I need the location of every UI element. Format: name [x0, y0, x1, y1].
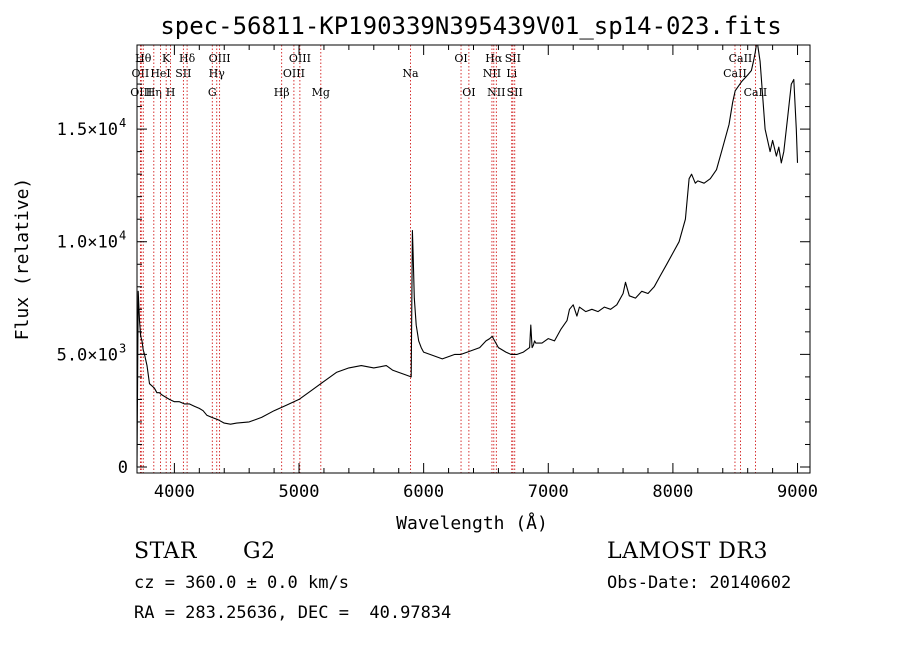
x-tick-label-1: 5000 — [279, 482, 320, 502]
line-label-6: H — [166, 86, 176, 99]
line-label-19: NII — [483, 67, 501, 80]
y-tick-label-1: 5.0×10 — [57, 345, 118, 365]
spectral-line-markers: OII OIII Hθ Hη HeI K H SII Hδ G Hγ OIII Hβ OIII OIII Mg… — [130, 45, 767, 473]
line-label-15: Mg — [312, 86, 330, 99]
x-tick-label-0: 4000 — [154, 482, 195, 502]
line-label-24: SII — [507, 86, 523, 99]
line-label-4: HeI — [150, 67, 170, 80]
line-label-2: Hθ — [135, 52, 152, 65]
line-label-16: Na — [402, 67, 419, 80]
line-label-10: Hγ — [209, 67, 226, 80]
line-label-1: OIII — [130, 86, 152, 99]
x-tick-label-4: 8000 — [652, 482, 693, 502]
survey-label: LAMOST DR3 — [607, 539, 768, 564]
line-label-20: Hα — [485, 52, 503, 65]
line-label-13: OIII — [283, 67, 305, 80]
chart-title: spec-56811-KP190339N395439V01_sp14-023.f… — [160, 12, 781, 40]
y-tick-label-2: 1.0×10 — [57, 233, 118, 253]
line-label-21: NII — [487, 86, 505, 99]
series-line-0 — [136, 44, 799, 468]
line-label-5: K — [162, 52, 171, 65]
object-subclass: G2 — [243, 539, 276, 564]
y-axis-label: Flux (relative) — [12, 178, 33, 341]
x-axis-ticks: 4000 5000 6000 7000 8000 9000 — [154, 45, 818, 502]
y-tick-exponent-1: 3 — [119, 341, 126, 355]
line-label-18: OI — [462, 86, 475, 99]
line-label-17: OI — [454, 52, 467, 65]
line-label-27: CaII — [744, 86, 768, 99]
y-tick-label-0: 0 — [118, 458, 128, 478]
y-tick-exponent-2: 4 — [119, 229, 126, 243]
coordinates-readout: RA = 283.25636, DEC = 40.97834 — [134, 603, 452, 623]
line-label-26: CaII — [729, 52, 753, 65]
line-label-25: CaII — [723, 67, 747, 80]
y-axis-ticks: 05.0×10 31.0×10 41.5×10 4 — [57, 61, 810, 478]
line-label-3: Hη — [146, 86, 162, 99]
flux-series — [136, 44, 799, 468]
x-axis-label: Wavelength (Å) — [396, 512, 548, 534]
line-label-22: Li — [506, 67, 517, 80]
y-tick-label-3: 1.5×10 — [57, 120, 118, 140]
line-label-9: G — [208, 86, 217, 99]
y-tick-exponent-3: 4 — [119, 116, 126, 130]
velocity-readout: cz = 360.0 ± 0.0 km/s — [134, 573, 349, 593]
x-tick-label-5: 9000 — [777, 482, 818, 502]
line-label-0: OII — [132, 67, 150, 80]
x-tick-label-2: 6000 — [403, 482, 444, 502]
line-label-11: OIII — [209, 52, 231, 65]
line-label-12: Hβ — [274, 86, 290, 99]
plot-frame — [136, 44, 811, 474]
line-label-8: Hδ — [179, 52, 196, 65]
object-type: STAR — [134, 539, 197, 564]
observation-date: Obs-Date: 20140602 — [607, 573, 792, 593]
line-label-7: SII — [175, 67, 191, 80]
x-tick-label-3: 7000 — [528, 482, 569, 502]
line-label-23: SII — [505, 52, 521, 65]
line-label-14: OIII — [289, 52, 311, 65]
